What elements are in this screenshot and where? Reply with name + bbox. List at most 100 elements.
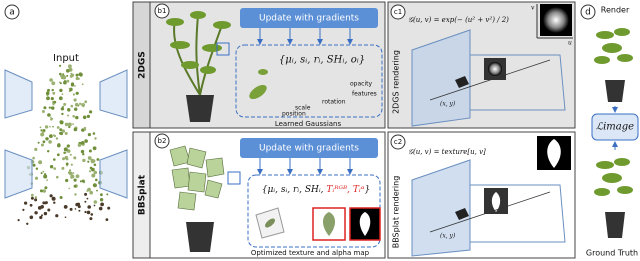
cloud-point [30, 193, 34, 197]
cloud-point [42, 201, 46, 205]
cloud-point [40, 205, 44, 209]
update-text: Update with gradients [259, 14, 359, 24]
cloud-point [59, 120, 63, 123]
cloud-point [37, 141, 40, 144]
cloud-point [46, 179, 48, 182]
cloud-point [53, 100, 57, 104]
rendering-title: 2DGS rendering [392, 50, 401, 114]
caption: Learned Gaussians [275, 120, 342, 128]
cloud-point [78, 209, 81, 212]
cloud-point [96, 189, 98, 192]
cloud-point [49, 134, 53, 139]
cloud-point [88, 170, 92, 173]
cloud-point [64, 155, 69, 160]
gaussian-box [235, 44, 383, 118]
cloud-point [49, 194, 53, 198]
panel-label: d [585, 8, 591, 18]
cloud-point [75, 73, 79, 77]
cloud-point [58, 96, 63, 101]
cloud-point [72, 172, 75, 174]
cloud-point [34, 147, 38, 151]
cloud-point [87, 160, 90, 163]
cloud-point [74, 193, 77, 196]
panel-c1: c1 𝒢(u, v) = exp(− (u² + v²) / 2) u v 2D… [387, 1, 576, 129]
cloud-point [47, 208, 51, 212]
label-circle [390, 134, 406, 150]
cloud-point [84, 100, 88, 104]
cloud-point [69, 169, 72, 172]
cloud-point [81, 83, 84, 86]
label-circle [154, 133, 170, 149]
cloud-point [53, 158, 56, 161]
cloud-point [72, 123, 74, 125]
cloud-point [90, 160, 95, 164]
cloud-point [51, 106, 55, 110]
camera-frustum [4, 69, 33, 119]
cloud-point [93, 163, 97, 167]
cloud-point [81, 141, 85, 145]
cloud-point [59, 128, 63, 132]
image-plane [411, 29, 471, 127]
cloud-point [66, 74, 69, 77]
cloud-point [59, 64, 62, 67]
loss-box [591, 113, 639, 141]
camera [455, 208, 469, 220]
cloud-point [61, 129, 65, 133]
alpha-leaf [547, 139, 561, 168]
cloud-point [99, 198, 104, 202]
cloud-point [44, 125, 49, 129]
cloud-point [68, 87, 71, 90]
cloud-point [57, 143, 61, 148]
cloud-point [94, 137, 97, 140]
cloud-point [81, 103, 85, 107]
panel-label: c2 [394, 138, 402, 146]
cloud-point [89, 110, 93, 114]
cloud-point [59, 132, 62, 135]
cloud-point [64, 216, 67, 218]
cloud-point [73, 127, 78, 132]
label-circle [390, 4, 406, 20]
plant-leaves [166, 11, 231, 74]
plant-leaves-part [213, 21, 231, 29]
ray [429, 59, 551, 101]
cloud-point [89, 190, 93, 195]
annotation: opacity [350, 81, 372, 88]
rendering-title: BBSplat rendering [392, 176, 401, 249]
cloud-point [66, 79, 70, 83]
annotation: scale [295, 105, 311, 112]
camera-frustum [4, 149, 33, 199]
label-circle [154, 3, 170, 19]
cloud-point [43, 106, 47, 110]
cloud-point [59, 88, 63, 93]
cloud-point [92, 146, 97, 151]
cloud-point [100, 193, 103, 197]
cloud-point [89, 217, 93, 221]
cloud-point [73, 178, 77, 182]
render-plant [594, 28, 633, 64]
cloud-point [29, 203, 33, 207]
cloud-point [17, 219, 20, 222]
cloud-point [100, 202, 104, 207]
gt-plant-part [596, 161, 614, 169]
cloud-point [82, 158, 86, 163]
cloud-point [79, 102, 82, 106]
render-plant-part [596, 31, 614, 39]
cloud-point [55, 137, 59, 140]
cloud-point [75, 174, 80, 179]
cloud-point [24, 201, 28, 205]
plant-stem [173, 14, 223, 96]
cloud-point [52, 103, 55, 106]
cloud-point [56, 126, 60, 129]
params-part: } [365, 185, 371, 195]
cloud-point [92, 132, 96, 135]
method-strip [132, 131, 151, 259]
cloud-point [86, 210, 91, 215]
cloud-point [66, 149, 71, 153]
cloud-point [50, 116, 52, 119]
cloud-point [59, 196, 63, 199]
cloud-point [68, 171, 73, 176]
cloud-point [51, 196, 56, 201]
cloud-point [46, 96, 50, 101]
cloud-point [93, 200, 98, 204]
gt-title: Ground Truth [586, 249, 638, 258]
